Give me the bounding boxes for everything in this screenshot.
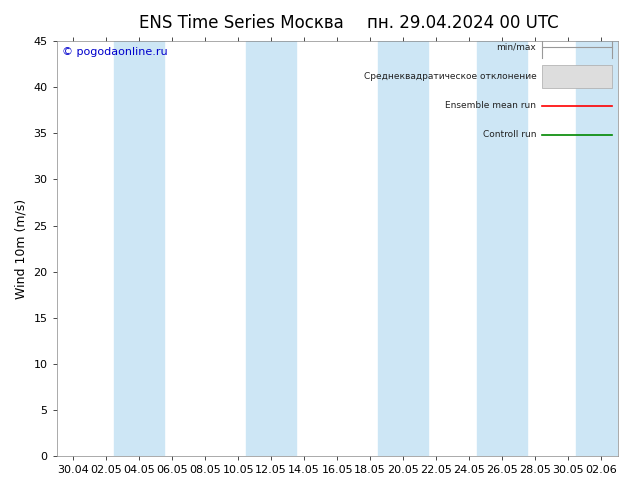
- Text: min/max: min/max: [496, 43, 536, 52]
- Bar: [378, 41, 428, 456]
- Text: © pogodaonline.ru: © pogodaonline.ru: [62, 48, 168, 57]
- Bar: [247, 41, 296, 456]
- Bar: [115, 41, 164, 456]
- Bar: [542, 65, 612, 88]
- Bar: [477, 41, 527, 456]
- Bar: [576, 41, 626, 456]
- Text: Ensemble mean run: Ensemble mean run: [445, 101, 536, 110]
- Text: ENS Time Series Москва: ENS Time Series Москва: [139, 14, 343, 32]
- Text: пн. 29.04.2024 00 UTC: пн. 29.04.2024 00 UTC: [367, 14, 559, 32]
- Text: Среднеквадратическое отклонение: Среднеквадратическое отклонение: [363, 72, 536, 81]
- Text: Controll run: Controll run: [482, 130, 536, 139]
- Y-axis label: Wind 10m (m/s): Wind 10m (m/s): [15, 198, 28, 299]
